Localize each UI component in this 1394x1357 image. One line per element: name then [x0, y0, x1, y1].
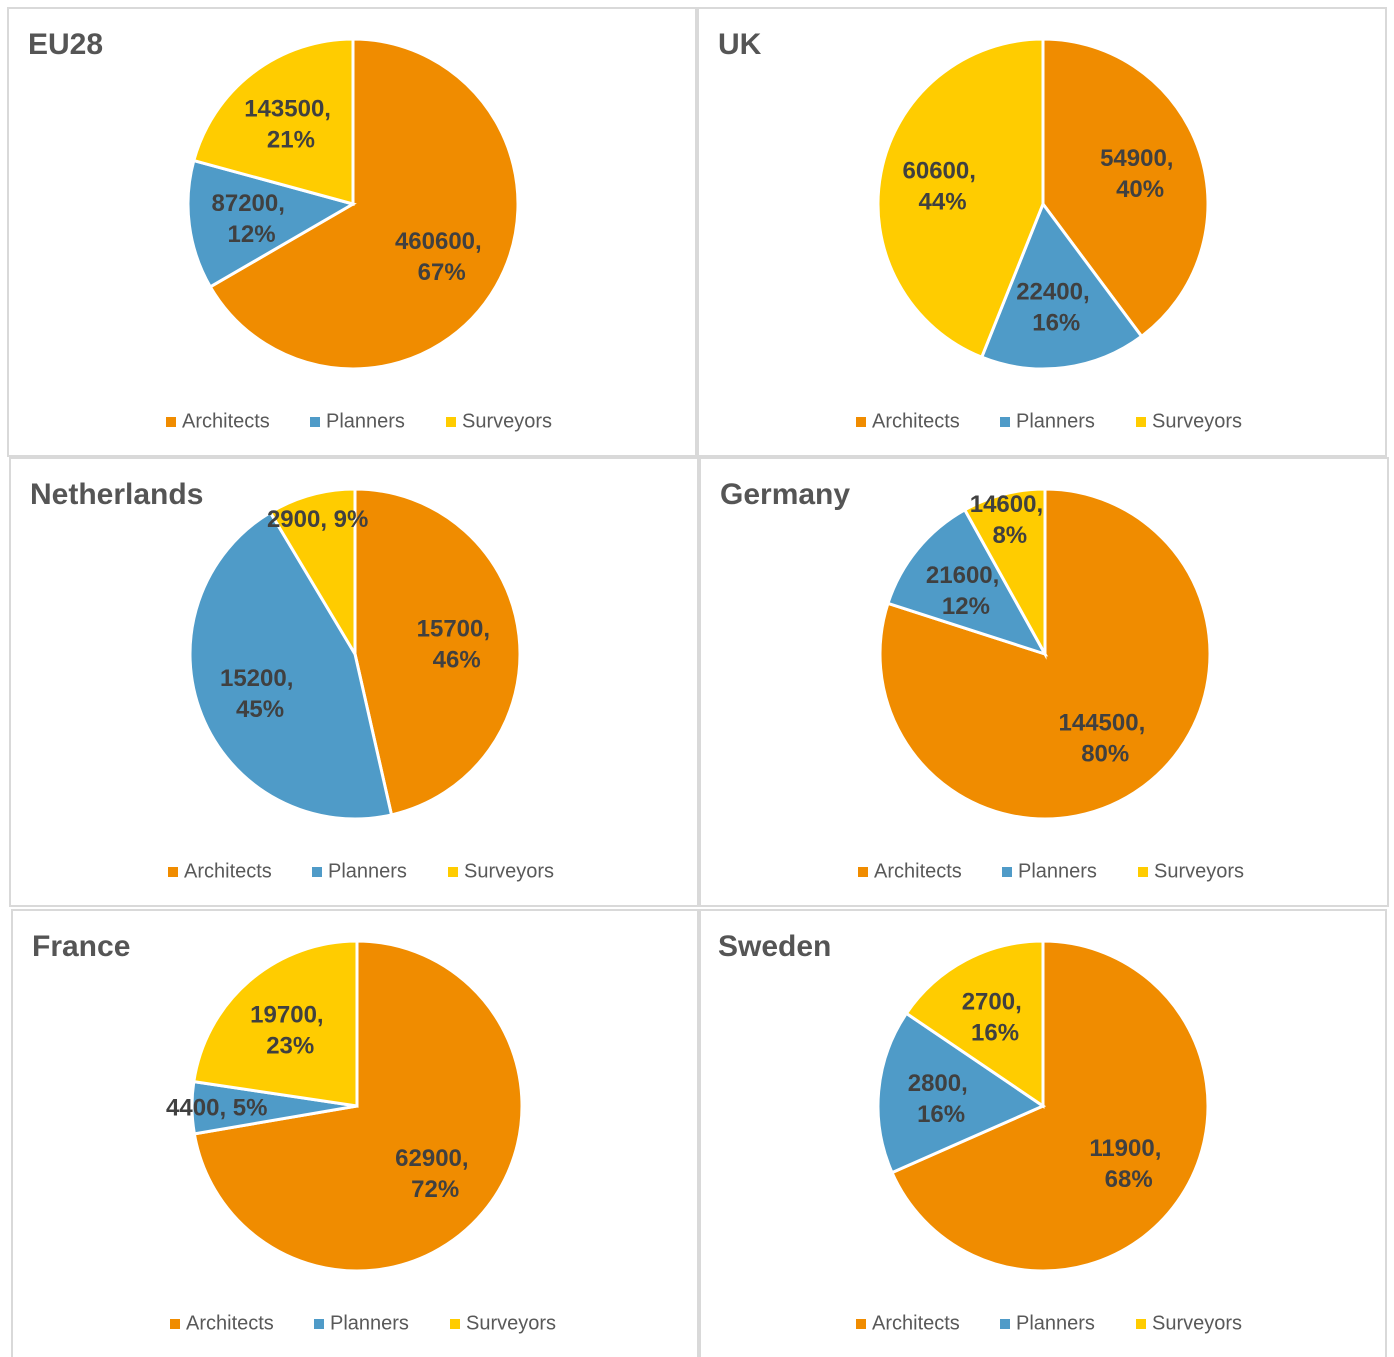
data-label: 87200, 12% — [212, 190, 292, 248]
pie-slice — [876, 37, 1045, 360]
pie-panel: Germany 144500, 80% 21600, 12% 14600, 8% Arc… — [699, 457, 1389, 907]
legend-label: Architects — [874, 860, 962, 882]
pie-slice — [186, 158, 357, 289]
legend-swatch — [170, 1319, 180, 1329]
data-label: 15200, 45% — [220, 665, 300, 723]
legend-swatch — [1136, 417, 1146, 427]
pie-slice — [208, 37, 520, 371]
legend-swatch — [856, 417, 866, 427]
pie-panel: Netherlands 15700, 46% 15200, 45% 2900, 9% A… — [9, 457, 699, 907]
legend-label: Planners — [330, 1312, 409, 1334]
legend-swatch — [310, 417, 320, 427]
data-label: 60600, 44% — [903, 158, 983, 216]
legend-swatch — [1002, 867, 1012, 877]
data-label: 54900, 40% — [1100, 145, 1180, 203]
legend-label: Planners — [1018, 860, 1097, 882]
data-label: 15700, 46% — [417, 616, 497, 674]
data-label: 4400, 5% — [166, 1095, 267, 1122]
pie-slice — [192, 939, 359, 1108]
panel-border — [7, 7, 697, 457]
legend-swatch — [1000, 1319, 1010, 1329]
pie-slice — [191, 37, 355, 206]
data-label: 19700, 23% — [250, 1002, 330, 1060]
legend-swatch — [314, 1319, 324, 1329]
legend-swatch — [858, 867, 868, 877]
legend-label: Surveyors — [1152, 410, 1242, 432]
legend-swatch — [312, 867, 322, 877]
legend-label: Planners — [328, 860, 407, 882]
data-label: 62900, 72% — [395, 1145, 475, 1203]
legend-swatch — [1138, 867, 1148, 877]
pie-slice — [904, 939, 1045, 1109]
legend-swatch — [448, 867, 458, 877]
legend-swatch — [450, 1319, 460, 1329]
pie-panel: UK 54900, 40% 22400, 16% 60600, 44% Architec… — [697, 7, 1387, 457]
legend-swatch — [1136, 1319, 1146, 1329]
pie-slice — [890, 939, 1210, 1273]
panel-border — [9, 457, 699, 907]
chart-title: EU28 — [28, 28, 103, 61]
pie-slice — [878, 487, 1212, 821]
panel-border — [699, 457, 1389, 907]
chart-title: Germany — [720, 478, 850, 511]
panel-border — [697, 909, 1387, 1357]
pie-slice — [188, 510, 394, 821]
data-label: 144500, 80% — [1059, 710, 1152, 768]
chart-title: Sweden — [718, 930, 831, 963]
legend-swatch — [1000, 417, 1010, 427]
chart-title: UK — [718, 28, 762, 61]
pie-slice — [268, 487, 357, 660]
legend-label: Surveyors — [466, 1312, 556, 1334]
legend-label: Surveyors — [1154, 860, 1244, 882]
data-label: 14600, 8% — [970, 491, 1050, 549]
pie-slice — [876, 1011, 1047, 1175]
legend-label: Surveyors — [1152, 1312, 1242, 1334]
pie-slice — [979, 200, 1144, 371]
data-label: 22400, 16% — [1016, 278, 1096, 336]
panel-border — [11, 909, 701, 1357]
legend-label: Architects — [182, 410, 270, 432]
pie-panel: France 62900, 72% 4400, 5% 19700, 23% Archit… — [11, 909, 701, 1357]
pie-panel: Sweden 11900, 68% 2800, 16% 2700, 16% Archit… — [697, 909, 1387, 1357]
data-label: 2700, 16% — [962, 989, 1029, 1047]
pie-slice — [353, 487, 522, 817]
pie-slice — [962, 487, 1047, 660]
data-label: 11900, 68% — [1089, 1135, 1168, 1193]
legend-swatch — [446, 417, 456, 427]
legend-label: Planners — [1016, 410, 1095, 432]
legend-label: Surveyors — [464, 860, 554, 882]
legend-swatch — [168, 867, 178, 877]
panel-border — [697, 7, 1387, 457]
legend-label: Architects — [184, 860, 272, 882]
legend-label: Architects — [872, 1312, 960, 1334]
data-label: 21600, 12% — [926, 562, 1006, 620]
legend-label: Architects — [872, 410, 960, 432]
legend-label: Architects — [186, 1312, 274, 1334]
pie-panel: EU28 460600, 67% 87200, 12% 143500, 21% Arch… — [7, 7, 697, 457]
pie-slice — [1041, 37, 1210, 339]
chart-title: Netherlands — [30, 478, 203, 511]
legend-swatch — [166, 417, 176, 427]
pie-slice — [886, 507, 1049, 657]
data-label: 2800, 16% — [908, 1070, 975, 1128]
data-label: 460600, 67% — [395, 228, 488, 286]
legend-label: Planners — [1016, 1312, 1095, 1334]
chart-title: France — [32, 930, 130, 963]
legend-label: Surveyors — [462, 410, 552, 432]
data-label: 2900, 9% — [267, 506, 368, 533]
legend-swatch — [856, 1319, 866, 1329]
legend-label: Planners — [326, 410, 405, 432]
data-label: 143500, 21% — [244, 96, 337, 154]
